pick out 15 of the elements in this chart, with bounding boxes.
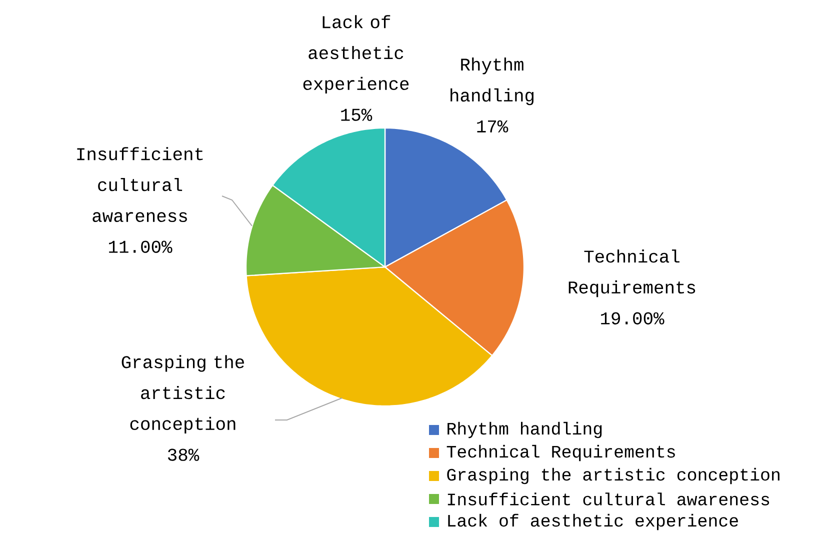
data-label: 19.00% <box>601 312 664 324</box>
legend-label: Grasping the artistic conception <box>447 468 780 484</box>
slice-label: Insufficient cultural awareness <box>77 147 203 222</box>
slice-label: Technical Requirements <box>568 250 696 298</box>
data-label: 38% <box>168 448 200 461</box>
legend-label: Rhythm handling <box>448 422 602 438</box>
slice-label: Grasping the artistic conception <box>122 355 244 434</box>
data-label: 15% <box>341 108 372 121</box>
legend-label: Insufficient cultural awareness <box>448 492 770 506</box>
legend-label: Lack of aesthetic experience <box>448 514 738 530</box>
data-label: 17% <box>477 120 508 132</box>
data-label: 11.00% <box>109 240 172 253</box>
slice-label: Lack of aesthetic experience <box>303 15 409 94</box>
slice-label: Rhythm handling <box>450 58 534 106</box>
legend-label: Technical Requirements <box>446 444 675 462</box>
